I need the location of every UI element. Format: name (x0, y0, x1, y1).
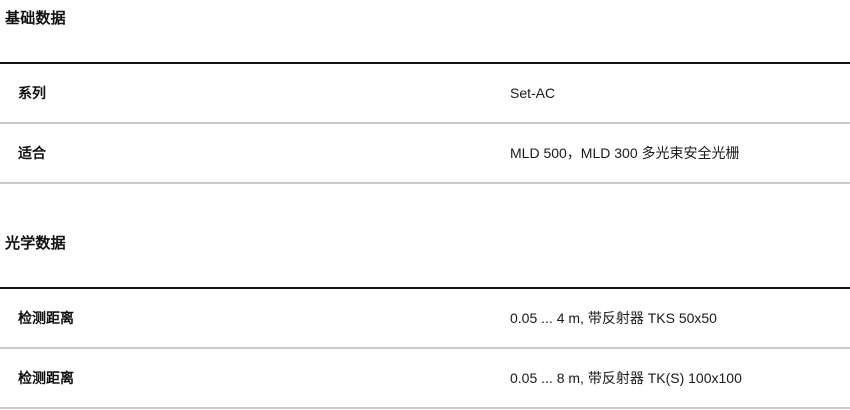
spec-value-detection-range-2: 0.05 ... 8 m, 带反射器 TK(S) 100x100 (510, 370, 742, 386)
spec-label-detection-range-1: 检测距离 (18, 310, 74, 326)
table-row: 检测距离 0.05 ... 8 m, 带反射器 TK(S) 100x100 (0, 349, 850, 409)
spec-value-series: Set-AC (510, 85, 556, 101)
section-heading-basic-data: 基础数据 (5, 10, 66, 27)
spec-label-detection-range-2: 检测距离 (18, 370, 74, 386)
spec-value-detection-range-1: 0.05 ... 4 m, 带反射器 TKS 50x50 (510, 310, 717, 326)
spec-table-optical-data: 检测距离 0.05 ... 4 m, 带反射器 TKS 50x50 检测距离 0… (0, 287, 850, 409)
table-row: 适合 MLD 500，MLD 300 多光束安全光栅 (0, 124, 850, 184)
section-spacer (0, 184, 850, 225)
spec-section-basic-data: 基础数据 系列 Set-AC 适合 MLD 500，MLD 300 多光束安全光… (0, 0, 850, 184)
table-row: 检测距离 0.05 ... 4 m, 带反射器 TKS 50x50 (0, 289, 850, 349)
section-heading-optical-data: 光学数据 (5, 235, 66, 252)
spec-label-suitable-for: 适合 (18, 145, 46, 161)
spec-value-suitable-for: MLD 500，MLD 300 多光束安全光栅 (510, 145, 740, 161)
spec-label-series: 系列 (18, 85, 46, 101)
spec-table-basic-data: 系列 Set-AC 适合 MLD 500，MLD 300 多光束安全光栅 (0, 62, 850, 184)
spec-section-optical-data: 光学数据 检测距离 0.05 ... 4 m, 带反射器 TKS 50x50 检… (0, 225, 850, 409)
table-row: 系列 Set-AC (0, 64, 850, 124)
